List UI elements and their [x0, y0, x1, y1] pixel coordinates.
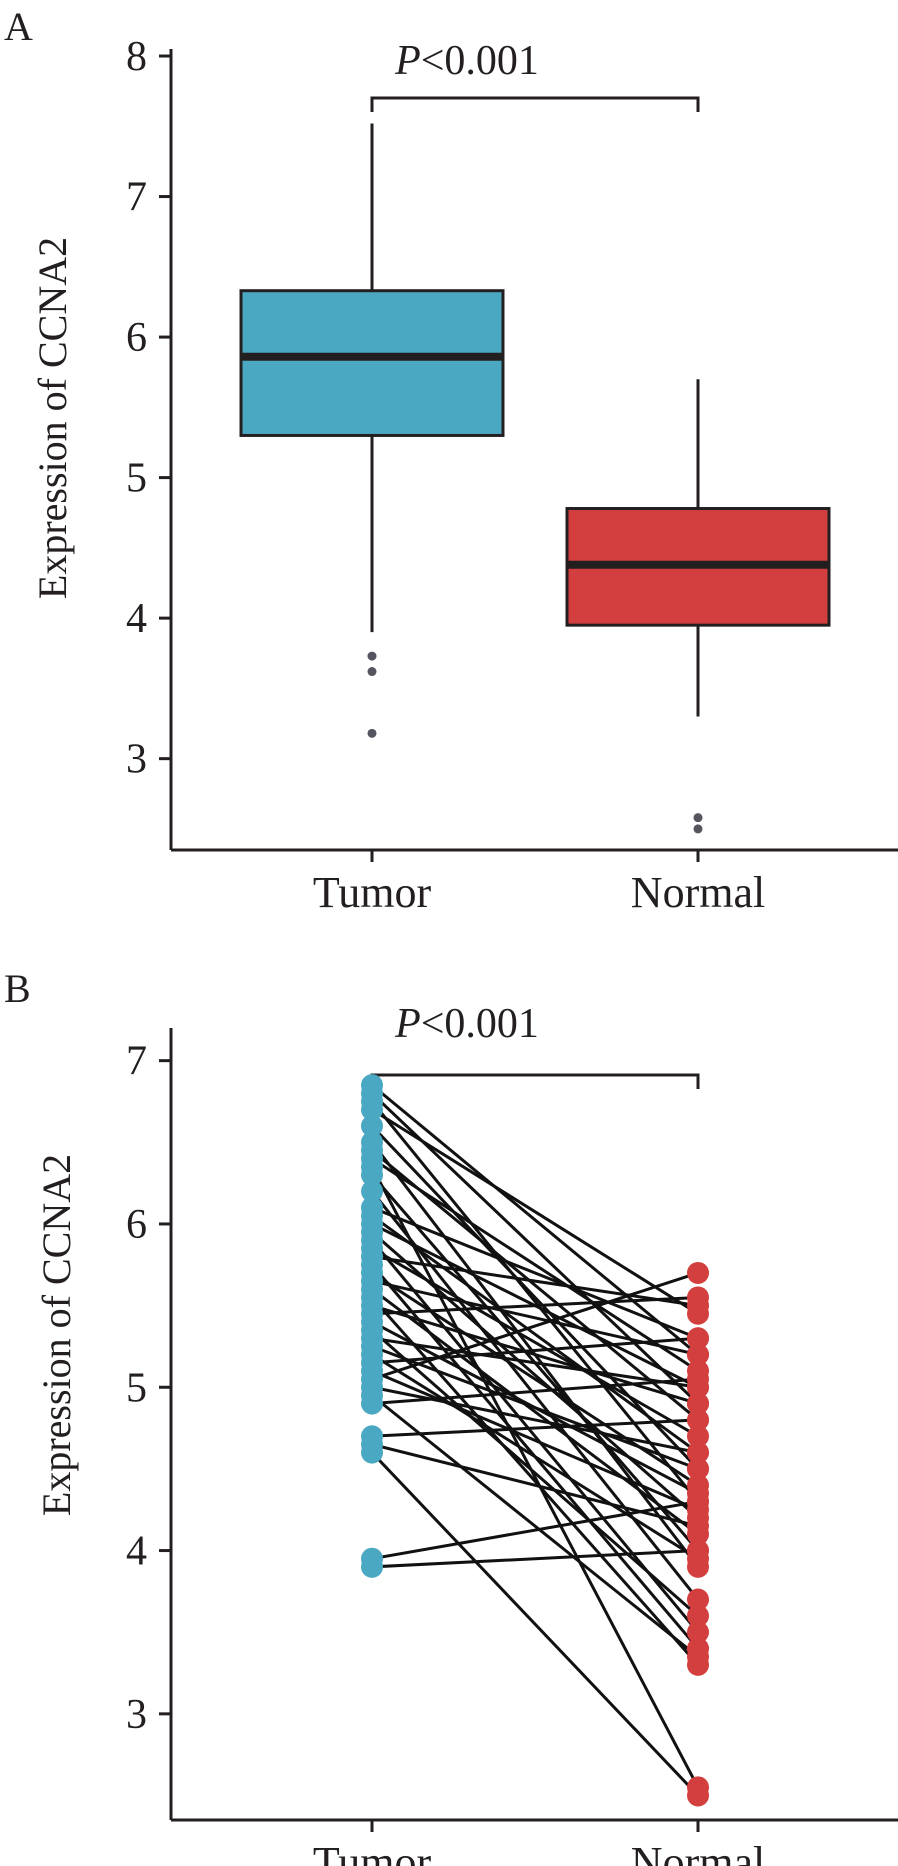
panel-b-pair-line-7	[371, 1157, 699, 1373]
panel-a-y-tick-label-5: 8	[126, 34, 147, 80]
panel-b-normal-point-20	[687, 1343, 709, 1366]
panel-b-normal-point-36	[687, 1408, 709, 1431]
panel-b-pair-line-12	[371, 1214, 699, 1454]
panel-a-p-prefix: P	[394, 38, 421, 84]
panel-b-normal-point-10	[687, 1588, 709, 1611]
panel-b-normal-point-32	[687, 1261, 709, 1284]
panel-a-significance-bracket	[370, 96, 700, 112]
panel-b-normal-point-37	[687, 1515, 709, 1538]
panel-b-normal-point-30	[687, 1327, 709, 1350]
panel-b-pair-line-16	[371, 1247, 699, 1438]
panel-b-label: B	[4, 966, 31, 1011]
panel-b-pair-line-11	[371, 1206, 699, 1340]
panel-b-normal-point-15	[687, 1621, 709, 1644]
panel-a-y-tick-label-4: 7	[126, 175, 147, 221]
panel-b-p-rest: <0.001	[421, 1001, 539, 1047]
panel-b-pair-line-35	[371, 1377, 699, 1406]
panel-b-pair-line-27	[371, 1336, 699, 1389]
panel-a-normal-outlier-1	[693, 824, 703, 834]
panel-b-tumor-point-9	[361, 1163, 383, 1186]
panel-b-pair-line-31	[371, 1369, 699, 1512]
panel-b-y-axis-label: Expression of CCNA2	[34, 1154, 79, 1516]
panel-b-tumor-point-40	[361, 1555, 383, 1578]
panel-a-p-rest: <0.001	[421, 38, 539, 84]
panel-a-plot: 3 4 5 6 7 8 Tumor Normal	[126, 34, 898, 917]
panel-b-pair-line-39	[371, 1500, 699, 1561]
panel-b-normal-point-28	[687, 1457, 709, 1480]
panel-a-tumor-outlier-1	[367, 667, 377, 677]
panel-a-y-tick-label-1: 4	[126, 596, 147, 642]
panel-b-tumor-point-4	[361, 1114, 383, 1137]
panel-b-y-tick-label-3: 6	[126, 1202, 147, 1248]
panel-b-pair-line-10	[370, 1190, 700, 1601]
panel-a-tumor-outlier-0	[367, 651, 377, 661]
panel-b-pair-line-2	[370, 1100, 700, 1503]
panel-b-x-tick-label-1: Normal	[631, 1838, 765, 1866]
panel-b-normal-point-38	[687, 1784, 709, 1807]
panel-a-y-axis-label: Expression of CCNA2	[30, 237, 75, 599]
panel-a-y-tick-label-3: 6	[126, 315, 147, 361]
panel-a-y-tick-label-2: 5	[126, 456, 147, 502]
panel-b-y-tick-label-1: 4	[126, 1529, 147, 1575]
panel-b-normal-point-26	[687, 1604, 709, 1627]
panel-a-x-tick-label-1: Normal	[631, 868, 765, 917]
panel-b-normal-point-34	[687, 1645, 709, 1668]
panel-a-normal-outlier-0	[693, 813, 703, 823]
panel-b-pair-line-0	[371, 1083, 699, 1356]
panel-a-tumor-outlier-2	[367, 728, 377, 738]
panel-b-tumor-point-10	[361, 1180, 383, 1203]
panel-b-pair-line-34	[371, 1394, 699, 1658]
panel-b-tumor-point-35	[361, 1392, 383, 1415]
panel-b-pair-line-24	[371, 1295, 699, 1316]
panel-b-pair-line-23	[371, 1304, 699, 1406]
panel-b-pair-line-32	[371, 1271, 699, 1381]
panel-b-pair-line-17	[371, 1255, 699, 1308]
panel-b-pair-line-3	[371, 1108, 699, 1316]
panel-a-y-tick-label-0: 3	[126, 737, 147, 783]
panel-b-pair-line-30	[371, 1336, 699, 1365]
panel-b-plot: 3 4 5 6 7 Tumor Normal	[126, 1028, 898, 1866]
panel-b-normal-point-24	[687, 1286, 709, 1309]
panel-b-tumor-point-3	[361, 1098, 383, 1121]
panel-b-normal-point-16	[687, 1425, 709, 1448]
panel-b-y-tick-label-0: 3	[126, 1692, 147, 1738]
panel-a-x-tick-label-0: Tumor	[313, 868, 432, 917]
panel-b-tumor-point-38	[361, 1441, 383, 1464]
panel-b: B Expression of CCNA2 3 4 5 6 7 Tumor Normal P…	[4, 966, 898, 1866]
panel-b-y-tick-label-2: 5	[126, 1365, 147, 1411]
panel-b-pair-line-28	[371, 1345, 699, 1471]
panel-b-pair-line-29	[371, 1353, 699, 1560]
panel-b-pair-line-38	[370, 1451, 700, 1797]
panel-b-y-tick-label-4: 7	[126, 1039, 147, 1085]
panel-b-pair-line-26	[371, 1328, 699, 1618]
panel-a-tumor-box	[239, 289, 505, 437]
panel-b-p-prefix: P	[394, 1001, 421, 1047]
panel-b-x-tick-label-0: Tumor	[313, 1838, 432, 1866]
panel-b-normal-point-35	[687, 1368, 709, 1391]
panel-a-label: A	[4, 4, 33, 49]
panel-b-pair-line-21	[371, 1288, 699, 1536]
panel-b-p-value: P<0.001	[394, 1001, 539, 1047]
panel-a-p-value: P<0.001	[394, 38, 539, 84]
panel-b-normal-point-40	[687, 1539, 709, 1562]
panel-b-pair-line-36	[371, 1418, 699, 1438]
panel-b-pair-line-40	[371, 1549, 699, 1569]
panel-b-normal-point-23	[687, 1392, 709, 1415]
panel-b-normal-point-39	[687, 1490, 709, 1513]
panel-b-pair-line-8	[370, 1166, 700, 1789]
panel-b-normal-point-33	[687, 1441, 709, 1464]
panel-b-significance-bracket	[370, 1073, 700, 1089]
